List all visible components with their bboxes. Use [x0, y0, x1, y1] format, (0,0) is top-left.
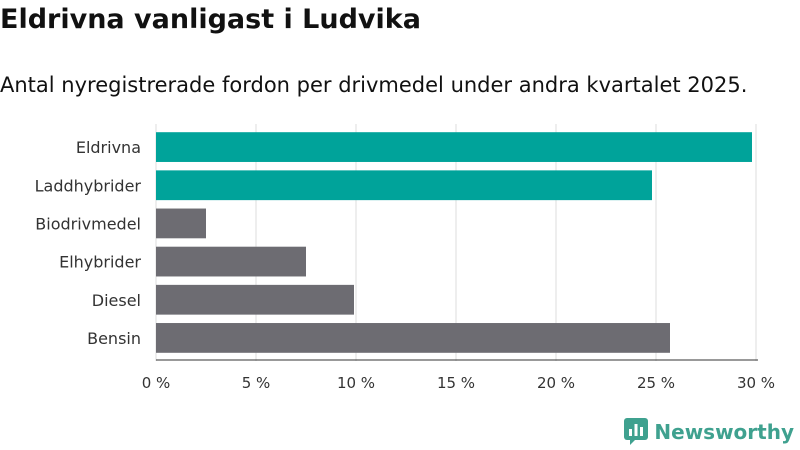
bar	[156, 246, 306, 277]
bar	[156, 208, 206, 239]
x-tick-label: 30 %	[737, 374, 775, 392]
brand-name: Newsworthy	[654, 420, 794, 444]
chart-subtitle: Antal nyregistrerade fordon per drivmede…	[0, 73, 748, 97]
y-category-label: Eldrivna	[76, 138, 141, 157]
x-tick-label: 10 %	[337, 374, 375, 392]
x-tick-label: 20 %	[537, 374, 575, 392]
newsworthy-logo-icon	[624, 418, 649, 445]
bar	[156, 170, 652, 201]
y-category-label: Diesel	[92, 291, 141, 310]
bar	[156, 284, 354, 315]
x-tick-label: 25 %	[637, 374, 675, 392]
brand-logo: Newsworthy	[624, 418, 794, 446]
x-tick-label: 15 %	[437, 374, 475, 392]
y-category-label: Biodrivmedel	[35, 214, 141, 233]
y-category-label: Bensin	[87, 329, 141, 348]
y-category-label: Elhybrider	[59, 253, 141, 272]
x-tick-label: 5 %	[242, 374, 271, 392]
x-tick-label: 0 %	[142, 374, 171, 392]
bar	[156, 132, 752, 162]
bar	[156, 323, 670, 353]
chart-title: Eldrivna vanligast i Ludvika	[0, 4, 421, 35]
y-category-label: Laddhybrider	[35, 176, 142, 195]
